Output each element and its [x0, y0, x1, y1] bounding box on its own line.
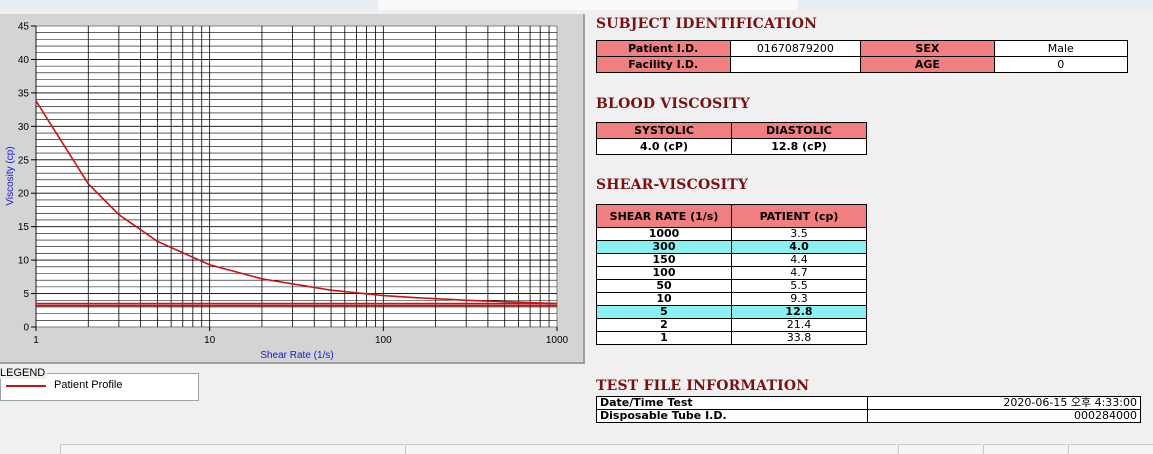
systolic-label: SYSTOLIC [596, 122, 732, 139]
shear-rate-cell: 10 [596, 292, 732, 306]
blood-value-row: 4.0 (cP) 12.8 (cP) [596, 138, 867, 155]
shear-row: 100 4.7 [596, 266, 867, 280]
y-axis-label: Viscosity (cp) [5, 146, 16, 205]
patient-cp-cell: 5.5 [731, 279, 867, 293]
shear-row: 1 33.8 [596, 331, 867, 345]
shear-rate-cell: 2 [596, 318, 732, 332]
legend-label: Patient Profile [54, 379, 123, 391]
y-tick-label: 10 [18, 256, 30, 267]
shear-rate-cell: 1 [596, 331, 732, 345]
shear-viscosity-title: SHEAR-VISCOSITY [596, 177, 749, 193]
shear-rate-cell: 100 [596, 266, 732, 280]
y-tick-label: 35 [18, 88, 30, 99]
test-file-information-title: TEST FILE INFORMATION [596, 378, 810, 394]
viscosity-chart: 0 5 10 15 20 25 30 35 40 45 1 10 100 1000 Shear Rate … [5, 22, 569, 362]
x-tick-label: 10 [204, 335, 216, 346]
datetime-row: Date/Time Test 2020-06-15 오후 4:33:00 [595, 396, 1141, 410]
blood-viscosity-title: BLOOD VISCOSITY [596, 96, 751, 112]
y-tick-label: 30 [18, 122, 30, 133]
shear-rate-cell: 150 [596, 253, 732, 267]
shear-viscosity-table: SHEAR RATE (1/s) PATIENT (cp) 1000 3.5 30… [596, 204, 867, 345]
patient-cp-cell: 33.8 [731, 331, 867, 345]
patient-profile-line [35, 100, 558, 305]
shear-row: 10 9.3 [596, 292, 867, 306]
blood-header-row: SYSTOLIC DIASTOLIC [596, 122, 867, 139]
tube-row: Disposable Tube I.D. 000284000 [595, 409, 1141, 423]
shear-row-highlighted: 300 4.0 [596, 240, 867, 254]
status-bar-cell [405, 444, 896, 454]
patient-cp-cell: 3.5 [731, 227, 867, 241]
plot-area [35, 25, 558, 328]
diastolic-label: DIASTOLIC [731, 122, 867, 139]
subject-row-facility: Facility I.D. AGE 0 [596, 56, 1129, 73]
subject-table: Patient I.D. 01670879200 SEX Male Facili… [596, 40, 1129, 73]
status-bar-cell [983, 444, 1066, 454]
shear-rate-cell: 300 [596, 240, 732, 254]
diastolic-value: 12.8 (cP) [731, 138, 867, 155]
y-tick-label: 25 [18, 155, 30, 166]
y-tick-label: 20 [18, 189, 30, 200]
y-tick-label: 40 [18, 55, 30, 66]
shear-row: 1000 3.5 [596, 227, 867, 241]
x-tick-label: 100 [375, 335, 392, 346]
top-strip [0, 0, 1153, 10]
age-label: AGE [860, 56, 995, 73]
systolic-value: 4.0 (cP) [596, 138, 732, 155]
shear-row: 150 4.4 [596, 253, 867, 267]
age-value: 0 [993, 56, 1129, 73]
vertical-gridlines [35, 26, 550, 327]
patient-cp-cell: 4.7 [731, 266, 867, 280]
patient-id-label: Patient I.D. [596, 40, 731, 57]
facility-id-label: Facility I.D. [596, 56, 731, 73]
y-tick-label: 5 [23, 289, 29, 300]
subject-row-patient: Patient I.D. 01670879200 SEX Male [596, 40, 1129, 57]
subject-identification-title: SUBJECT IDENTIFICATION [596, 16, 818, 32]
shear-rate-cell: 5 [596, 305, 732, 319]
y-tick-label: 0 [23, 323, 29, 334]
y-tick-label: 45 [18, 22, 30, 33]
status-bar-cell [60, 444, 404, 454]
datetime-value: 2020-06-15 오후 4:33:00 [867, 396, 1141, 410]
patient-cp-header: PATIENT (cp) [731, 204, 867, 228]
shear-header-row: SHEAR RATE (1/s) PATIENT (cp) [596, 204, 867, 228]
legend-line-swatch [6, 385, 46, 387]
legend-title: LEGEND [0, 367, 48, 379]
shear-row-highlighted: 5 12.8 [596, 305, 867, 319]
blood-viscosity-table: SYSTOLIC DIASTOLIC 4.0 (cP) 12.8 (cP) [596, 122, 867, 155]
y-tick-label: 15 [18, 222, 30, 233]
viscosity-chart-panel: 0 5 10 15 20 25 30 35 40 45 1 10 100 1000 Shear Rate … [0, 14, 585, 364]
tube-id-label: Disposable Tube I.D. [595, 409, 869, 423]
x-tick-label: 1 [33, 335, 39, 346]
patient-cp-cell: 9.3 [731, 292, 867, 306]
top-strip-segment [378, 0, 798, 10]
patient-id-value: 01670879200 [729, 40, 862, 57]
patient-cp-cell: 21.4 [731, 318, 867, 332]
horizontal-gridlines [36, 32, 557, 321]
patient-cp-cell: 4.4 [731, 253, 867, 267]
x-tick-label: 1000 [546, 335, 569, 346]
axis-ticks: 0 5 10 15 20 25 30 35 40 45 1 10 100 1000 [18, 22, 569, 347]
facility-id-value [729, 56, 862, 73]
shear-rate-header: SHEAR RATE (1/s) [596, 204, 732, 228]
tube-id-value: 000284000 [867, 409, 1141, 423]
sex-value: Male [993, 40, 1129, 57]
x-axis-label: Shear Rate (1/s) [260, 350, 333, 361]
datetime-label: Date/Time Test [595, 396, 869, 410]
status-bar-cell [1068, 444, 1153, 454]
status-bar [0, 442, 1153, 454]
sex-label: SEX [860, 40, 995, 57]
status-bar-cell [898, 444, 981, 454]
shear-row: 50 5.5 [596, 279, 867, 293]
series-group [35, 100, 558, 307]
shear-rate-cell: 50 [596, 279, 732, 293]
patient-cp-cell: 12.8 [731, 305, 867, 319]
shear-rate-cell: 1000 [596, 227, 732, 241]
shear-row: 2 21.4 [596, 318, 867, 332]
patient-cp-cell: 4.0 [731, 240, 867, 254]
test-file-table: Date/Time Test 2020-06-15 오후 4:33:00 Dis… [595, 396, 1141, 423]
